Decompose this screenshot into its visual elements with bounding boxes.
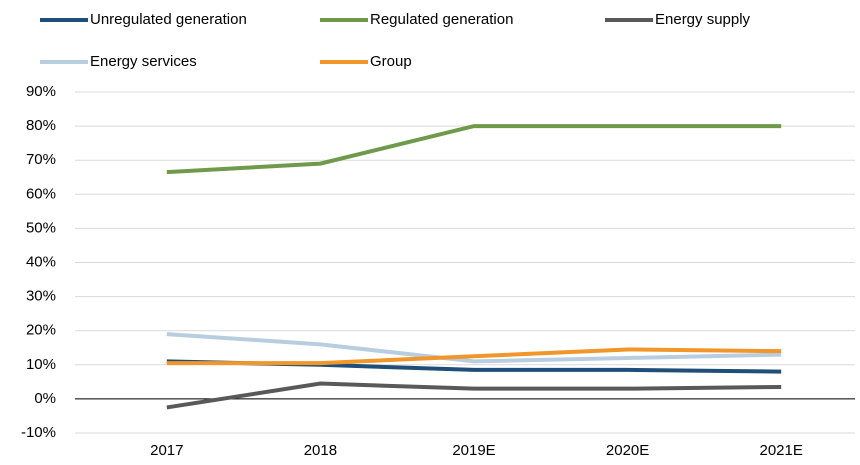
y-tick-label: 20% (26, 322, 56, 339)
legend-label: Unregulated generation (90, 11, 247, 28)
x-tick-label: 2021E (760, 442, 803, 459)
y-tick-label: 0% (34, 390, 56, 407)
series-line (166, 124, 782, 175)
x-tick-label: 2019E (452, 442, 495, 459)
legend-label: Energy supply (655, 11, 751, 28)
legend-label: Group (370, 53, 412, 70)
y-tick-label: 40% (26, 253, 56, 270)
y-tick-label: 30% (26, 288, 56, 305)
legend-label: Energy services (90, 53, 197, 70)
y-tick-label: 10% (26, 356, 56, 373)
series-line (166, 381, 782, 410)
series-line (166, 332, 782, 364)
x-tick-label: 2017 (150, 442, 183, 459)
legend-label: Regulated generation (370, 11, 513, 28)
x-tick-label: 2018 (304, 442, 337, 459)
y-tick-label: 90% (26, 83, 56, 100)
y-tick-label: 80% (26, 117, 56, 134)
series-line (166, 347, 782, 366)
y-tick-label: 60% (26, 185, 56, 202)
x-tick-label: 2020E (606, 442, 649, 459)
y-tick-label: -10% (21, 424, 56, 441)
y-tick-label: 50% (26, 219, 56, 236)
y-tick-label: 70% (26, 151, 56, 168)
